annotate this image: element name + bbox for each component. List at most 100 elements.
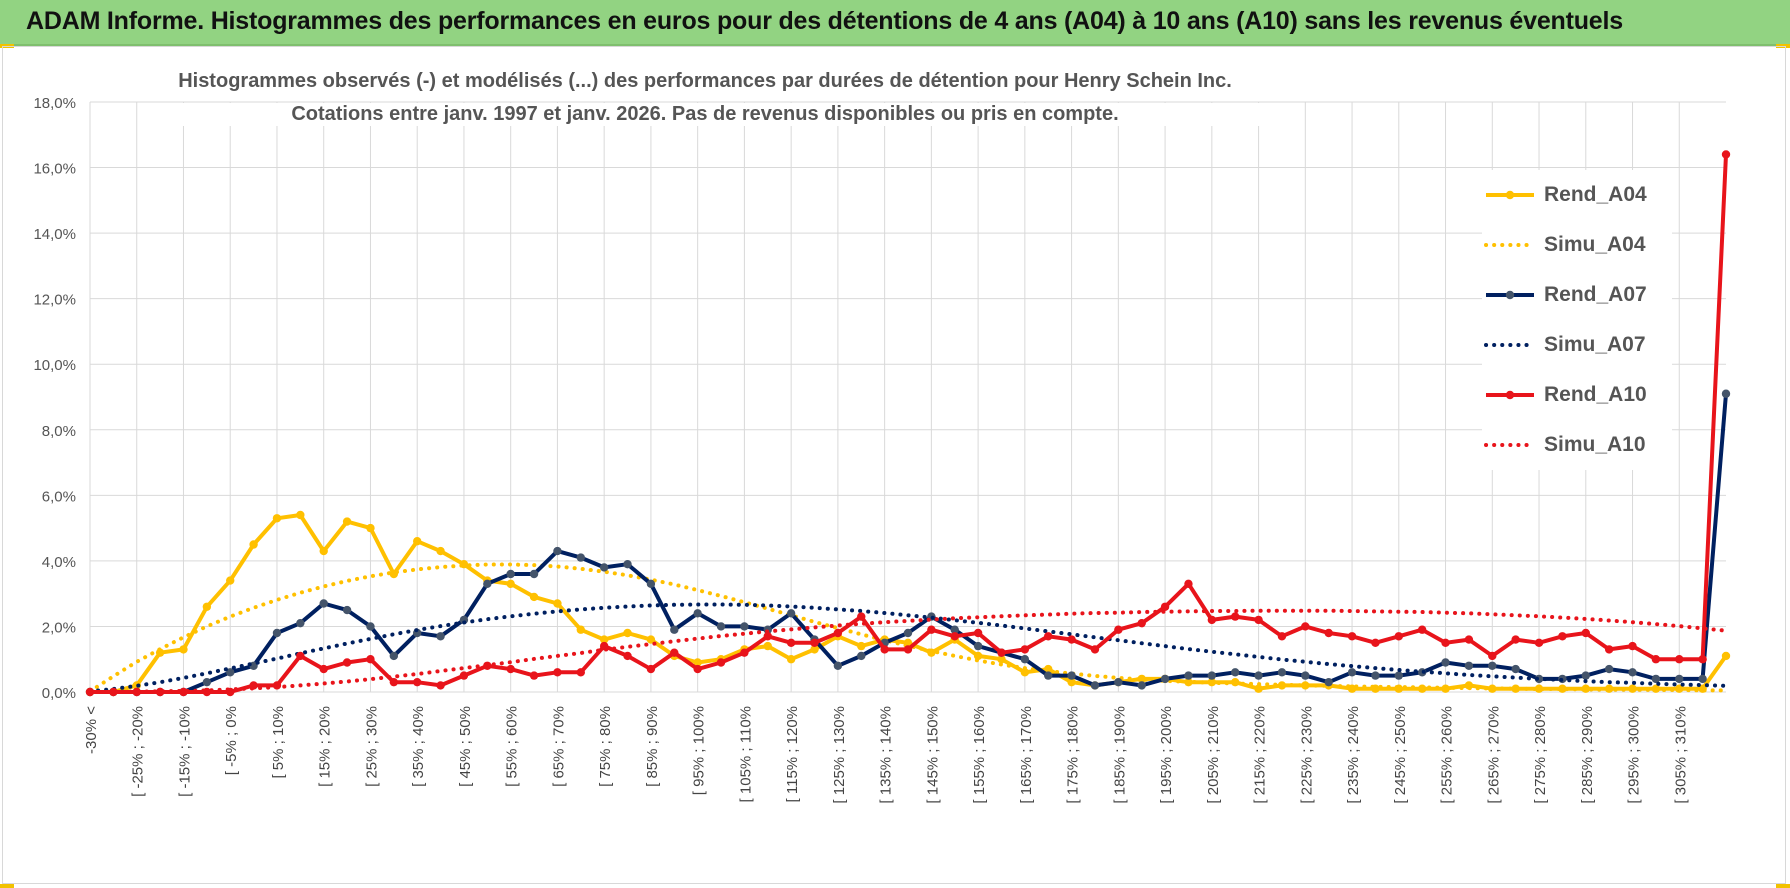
x-tick-label: [ 15% ; 20%: [317, 706, 334, 787]
rend-a04-point: [973, 651, 983, 661]
x-tick-label: [ 295% ; 300%: [1626, 706, 1643, 804]
rend-a07-point: [272, 628, 282, 638]
rend-a04-point: [226, 576, 235, 585]
rend-a10-point: [1371, 638, 1380, 648]
rend-a10-point: [1417, 625, 1427, 634]
rend-a04-point: [646, 635, 656, 644]
rend-a04-point: [342, 517, 352, 526]
rend-a10-point: [740, 648, 749, 657]
legend-marker: [1505, 290, 1515, 300]
x-tick-label: [ 205% ; 210%: [1205, 706, 1222, 804]
x-tick-label: [ 275% ; 280%: [1532, 706, 1549, 804]
rend-a04-point: [249, 540, 258, 549]
y-tick-label: 8,0%: [42, 423, 76, 440]
rend-a07-point: [1090, 681, 1100, 690]
legend-label: Rend_A04: [1544, 183, 1647, 206]
rend-a07-point: [553, 546, 562, 556]
rend-a10-point: [296, 651, 305, 661]
rend-a07-point: [389, 651, 399, 661]
legend-swatch: [1486, 190, 1534, 200]
rend-a10-point: [1698, 655, 1707, 664]
x-tick-label: [ 75% ; 80%: [597, 706, 614, 787]
rend-a04-point: [1020, 668, 1030, 677]
rend-a07-point: [716, 622, 726, 631]
rend-a07-point: [1231, 668, 1240, 677]
legend-item-simu-a07: Simu_A07: [1482, 320, 1672, 370]
x-tick-label: [ 195% ; 200%: [1158, 706, 1175, 804]
legend-label: Simu_A07: [1544, 333, 1646, 356]
rend-a10-point: [763, 632, 772, 641]
rend-a07-point: [342, 605, 352, 615]
rend-a07-point: [973, 641, 983, 651]
corner-accent-bottom-left: [0, 884, 14, 888]
chart-title: Histogrammes observés (-) et modélisés (…: [150, 70, 1260, 93]
y-tick-label: 2,0%: [42, 619, 76, 636]
y-tick-label: 18,0%: [33, 95, 76, 112]
rend-a10-point: [436, 681, 445, 690]
x-tick-label: [ 135% ; 140%: [878, 706, 895, 804]
rend-a04-point: [1067, 677, 1076, 687]
rend-a10-series-line: [90, 154, 1728, 694]
rend-a10-point: [1231, 612, 1240, 621]
rend-a10-point: [903, 645, 913, 654]
x-tick-label: [ 85% ; 90%: [644, 706, 661, 787]
chart-subtitle: Cotations entre janv. 1997 et janv. 2026…: [150, 103, 1260, 126]
legend-item-rend-a07: Rend_A07: [1482, 270, 1672, 320]
rend-a10-point: [1464, 635, 1474, 644]
rend-a04-point: [553, 599, 562, 608]
rend-a10-point: [1067, 635, 1076, 644]
rend-a10-point: [1604, 645, 1614, 654]
simu-a04-series-line: [88, 562, 1728, 694]
rend-a07-point: [1721, 389, 1731, 398]
rend-a04-point: [436, 546, 445, 556]
rend-a07-point: [786, 609, 796, 618]
legend-marker: [1505, 190, 1515, 200]
x-tick-label: [ 65% ; 70%: [550, 706, 567, 787]
rend-a10-point: [1441, 638, 1450, 648]
y-tick-label: 16,0%: [33, 161, 76, 178]
x-tick-label: [ 155% ; 160%: [971, 706, 988, 804]
rend-a07-point: [1371, 671, 1380, 680]
x-tick-label: [ 215% ; 220%: [1252, 706, 1269, 804]
rend-a07-point: [1441, 658, 1450, 667]
y-tick-label: 14,0%: [33, 226, 76, 243]
rend-a04-point: [1254, 684, 1263, 693]
corner-accent-bottom-right: [1776, 884, 1790, 888]
rend-a07-point: [670, 625, 679, 634]
rend-a04-point: [576, 625, 585, 634]
legend-swatch: [1484, 243, 1536, 247]
rend-a04-point: [1301, 681, 1310, 690]
rend-a10-point: [1534, 638, 1544, 648]
rend-a10-point: [1020, 645, 1030, 654]
rend-a07-point: [1651, 674, 1661, 684]
rend-a10-point: [1137, 618, 1146, 628]
rend-a04-point: [599, 635, 609, 644]
rend-a07-point: [202, 677, 212, 687]
rend-a07-point: [1160, 674, 1170, 684]
x-tick-label: [ 255% ; 260%: [1439, 706, 1456, 804]
rend-a10-point: [997, 648, 1006, 657]
rend-a10-point: [810, 638, 819, 648]
rend-a10-point: [1090, 645, 1100, 654]
x-tick-label: [ 125% ; 130%: [831, 706, 848, 804]
x-tick-label: [ 105% ; 110%: [737, 706, 754, 802]
rend-a10-point: [1160, 602, 1170, 611]
rend-a04-point: [693, 658, 702, 667]
x-tick-label: [ 265% ; 270%: [1485, 706, 1502, 804]
rend-a07-point: [1347, 668, 1357, 677]
rend-a07-point: [833, 661, 843, 670]
report-title: ADAM Informe. Histogrammes des performan…: [26, 7, 1623, 35]
rend-a10-point: [366, 655, 375, 664]
rend-a07-point: [529, 569, 539, 579]
x-tick-label: [ 175% ; 180%: [1065, 706, 1082, 804]
rend-a10-point: [342, 658, 352, 667]
rend-a04-point: [506, 579, 515, 589]
rend-a07-point: [1628, 668, 1637, 677]
x-tick-label: [ 235% ; 240%: [1345, 706, 1362, 804]
rend-a10-point: [576, 668, 585, 677]
y-tick-label: 12,0%: [33, 292, 76, 309]
rend-a07-point: [1511, 664, 1520, 674]
rend-a07-point: [1488, 661, 1497, 670]
rend-a10-point: [506, 664, 515, 674]
